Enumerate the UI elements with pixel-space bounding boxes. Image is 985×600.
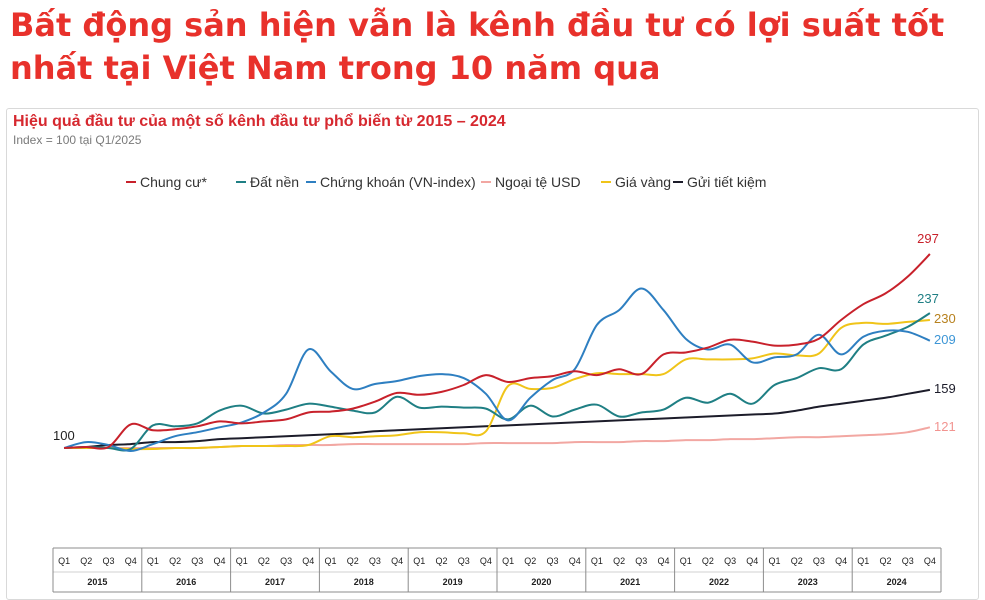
- legend-label: Gửi tiết kiệm: [687, 174, 766, 190]
- x-tick-quarter: Q2: [879, 556, 891, 566]
- x-tick-quarter: Q3: [280, 556, 292, 566]
- end-label-dat-nen: 237: [917, 291, 939, 306]
- chart-end-labels: 297 237 209 121 230 159: [917, 231, 956, 434]
- x-tick-year: 2023: [798, 577, 818, 587]
- x-tick-year: 2017: [265, 577, 285, 587]
- start-value-label: 100: [53, 428, 75, 443]
- chart-subtitle: Index = 100 tại Q1/2025: [13, 133, 142, 147]
- x-tick-quarter: Q4: [657, 556, 669, 566]
- series-line-gui-tiet-kiem: [64, 388, 931, 449]
- x-tick-quarter: Q2: [524, 556, 536, 566]
- legend-item-chung-cu: Chung cư*: [126, 174, 208, 190]
- x-tick-quarter: Q3: [191, 556, 203, 566]
- x-tick-quarter: Q2: [435, 556, 447, 566]
- x-tick-quarter: Q3: [813, 556, 825, 566]
- legend-label: Chứng khoán (VN-index): [320, 174, 476, 190]
- x-tick-quarter: Q4: [746, 556, 758, 566]
- x-tick-quarter: Q1: [680, 556, 692, 566]
- x-tick-quarter: Q3: [546, 556, 558, 566]
- end-label-gui-tiet-kiem: 159: [934, 381, 956, 396]
- x-tick-quarter: Q4: [302, 556, 314, 566]
- x-tick-quarter: Q1: [58, 556, 70, 566]
- x-tick-year: 2022: [709, 577, 729, 587]
- x-tick-quarter: Q4: [213, 556, 225, 566]
- x-tick-year: 2018: [354, 577, 374, 587]
- x-tick-quarter: Q3: [724, 556, 736, 566]
- end-label-chung-cu: 297: [917, 231, 939, 246]
- legend-item-gia-vang: Giá vàng: [601, 174, 671, 190]
- series-line-dat-nen: [64, 312, 931, 452]
- end-label-gia-vang: 230: [934, 311, 956, 326]
- x-tick-quarter: Q2: [702, 556, 714, 566]
- x-tick-year: 2020: [531, 577, 551, 587]
- x-tick-quarter: Q2: [347, 556, 359, 566]
- legend-label: Giá vàng: [615, 174, 671, 190]
- x-tick-quarter: Q2: [613, 556, 625, 566]
- x-tick-quarter: Q1: [413, 556, 425, 566]
- x-axis: Q1 Q2 Q3 Q4 Q1 Q2 Q3 Q4 Q1 Q2 Q3 Q4 Q1 Q2 Q3 Q4 Q1 Q2 Q3 Q4…: [52, 547, 942, 593]
- x-tick-quarter: Q3: [369, 556, 381, 566]
- legend-label: Ngoại tệ USD: [495, 174, 581, 190]
- chart-legend: Chung cư* Đất nền Chứng khoán (VN-index) Ng…: [126, 174, 766, 190]
- x-tick-year: 2016: [176, 577, 196, 587]
- end-label-ngoai-te-usd: 121: [934, 419, 956, 434]
- x-tick-quarter: Q3: [102, 556, 114, 566]
- chart-series-lines: [63, 253, 931, 453]
- series-line-gia-vang: [64, 319, 930, 451]
- series-line-chung-cu: [64, 253, 931, 450]
- chart-title: Hiệu quả đầu tư của một số kênh đầu tư p…: [13, 113, 506, 130]
- legend-label: Chung cư*: [140, 174, 208, 190]
- x-tick-quarter: Q1: [147, 556, 159, 566]
- legend-item-chung-khoan-vn-index: Chứng khoán (VN-index): [306, 174, 476, 190]
- page-headline: Bất động sản hiện vẫn là kênh đầu tư có …: [10, 6, 945, 87]
- x-tick-quarter: Q1: [236, 556, 248, 566]
- x-tick-quarter: Q4: [480, 556, 492, 566]
- x-tick-quarter: Q3: [635, 556, 647, 566]
- x-tick-quarter: Q1: [857, 556, 869, 566]
- x-tick-quarter: Q4: [125, 556, 137, 566]
- x-tick-quarter: Q2: [791, 556, 803, 566]
- end-label-chung-khoan-vn-index: 209: [934, 332, 956, 347]
- x-tick-quarter: Q4: [569, 556, 581, 566]
- x-tick-quarter: Q1: [324, 556, 336, 566]
- legend-item-gui-tiet-kiem: Gửi tiết kiệm: [673, 174, 766, 190]
- x-tick-year: 2019: [443, 577, 463, 587]
- x-tick-quarter: Q2: [169, 556, 181, 566]
- x-tick-quarter: Q4: [835, 556, 847, 566]
- x-tick-quarter: Q1: [502, 556, 514, 566]
- x-tick-quarter: Q4: [924, 556, 936, 566]
- x-tick-year: 2015: [87, 577, 107, 587]
- x-tick-quarter: Q4: [391, 556, 403, 566]
- x-tick-quarter: Q2: [258, 556, 270, 566]
- x-tick-year: 2024: [887, 577, 907, 587]
- series-line-chung-khoan-vn-index: [63, 287, 931, 453]
- x-tick-quarter: Q3: [458, 556, 470, 566]
- x-tick-quarter: Q3: [902, 556, 914, 566]
- x-tick-year: 2021: [620, 577, 640, 587]
- legend-label: Đất nền: [250, 174, 299, 190]
- series-line-ngoai-te-usd: [64, 426, 931, 450]
- x-tick-quarter: Q2: [80, 556, 92, 566]
- legend-item-ngoai-te-usd: Ngoại tệ USD: [481, 174, 581, 190]
- x-tick-quarter: Q1: [768, 556, 780, 566]
- x-tick-quarter: Q1: [591, 556, 603, 566]
- legend-item-dat-nen: Đất nền: [236, 174, 299, 190]
